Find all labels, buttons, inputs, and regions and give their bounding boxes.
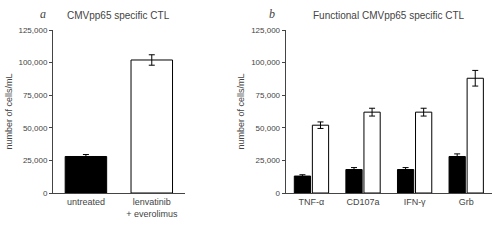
svg-text:75,000: 75,000	[23, 91, 48, 100]
svg-text:0: 0	[43, 189, 48, 198]
svg-text:CD107a: CD107a	[347, 197, 380, 207]
svg-text:CMVpp65 specific CTL: CMVpp65 specific CTL	[67, 10, 170, 21]
svg-text:IFN-γ: IFN-γ	[404, 197, 426, 207]
svg-text:125,000: 125,000	[18, 26, 47, 35]
svg-text:TNF-α: TNF-α	[299, 197, 325, 207]
svg-text:50,000: 50,000	[23, 124, 48, 133]
svg-text:25,000: 25,000	[256, 156, 281, 165]
svg-text:125,000: 125,000	[251, 26, 280, 35]
svg-text:0: 0	[276, 189, 281, 198]
svg-text:a: a	[40, 7, 46, 21]
svg-text:Grb: Grb	[459, 197, 474, 207]
svg-text:b: b	[269, 7, 275, 21]
svg-text:100,000: 100,000	[18, 58, 47, 67]
svg-text:25,000: 25,000	[23, 156, 48, 165]
svg-text:100,000: 100,000	[251, 58, 280, 67]
svg-text:number of cells/mL: number of cells/mL	[4, 73, 14, 149]
svg-text:untreated: untreated	[67, 197, 105, 207]
svg-text:number of cells/mL: number of cells/mL	[236, 73, 246, 149]
svg-text:50,000: 50,000	[256, 124, 281, 133]
svg-text:Functional CMVpp65 specific CT: Functional CMVpp65 specific CTL	[313, 10, 465, 21]
svg-text:75,000: 75,000	[256, 91, 281, 100]
svg-text:lenvatinib+ everolimus: lenvatinib+ everolimus	[126, 197, 178, 219]
